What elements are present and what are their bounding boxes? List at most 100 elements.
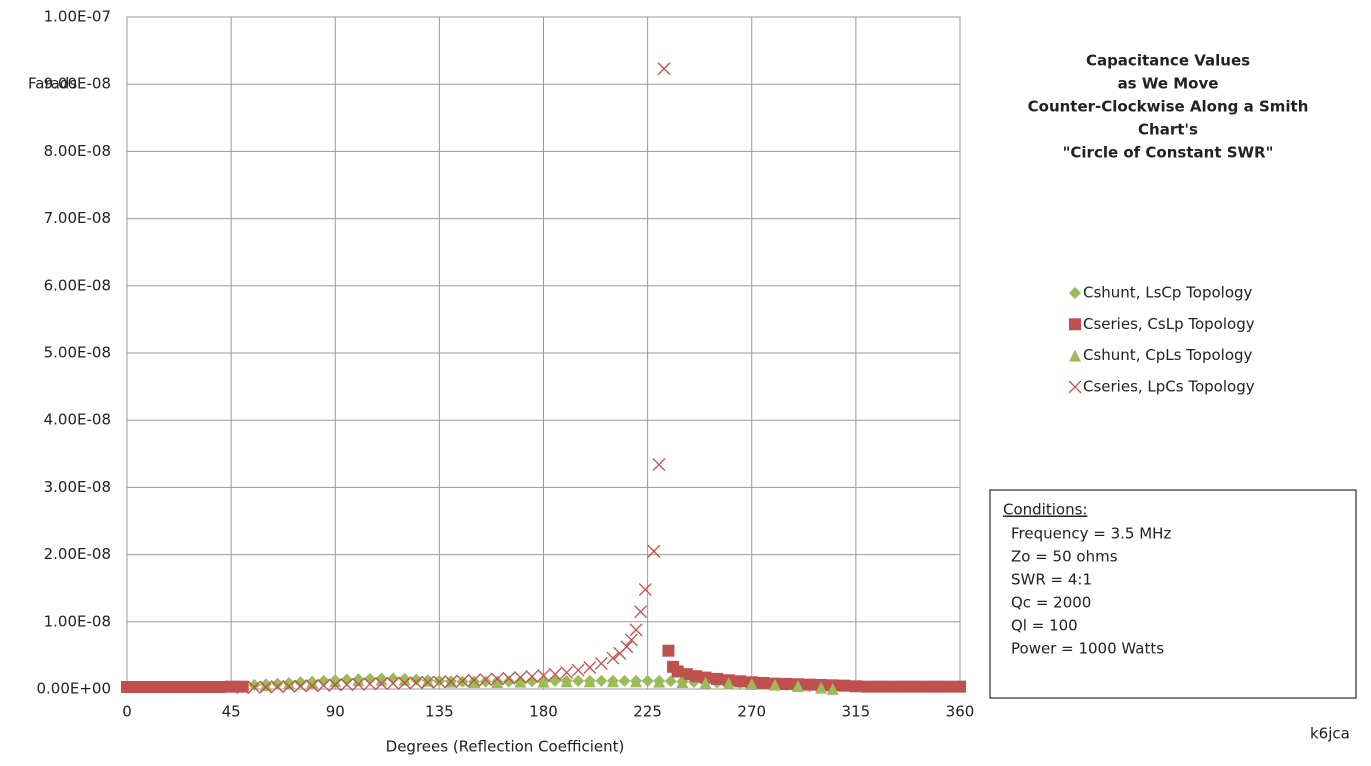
x-marker [386, 676, 400, 690]
x-marker [282, 679, 296, 693]
square-marker [671, 665, 684, 678]
square-marker [954, 680, 966, 693]
x-marker [594, 657, 608, 670]
x-marker [363, 677, 377, 691]
triangle-marker [792, 679, 805, 692]
triangle-marker [815, 681, 828, 694]
x-marker [236, 681, 250, 695]
square-marker [849, 680, 862, 693]
square-marker [780, 677, 793, 690]
x-tick-label: 225 [633, 703, 662, 721]
y-tick-label: 6.00E-08 [44, 276, 111, 294]
square-marker [662, 644, 675, 657]
y-tick-label: 3.00E-08 [44, 478, 111, 496]
square-marker [873, 680, 886, 693]
square-marker [861, 680, 874, 693]
y-tick-label: 4.00E-08 [44, 411, 111, 429]
triangle-marker [421, 674, 434, 687]
diamond-marker [340, 673, 353, 686]
x-marker [624, 633, 638, 647]
triangle-marker [583, 675, 596, 688]
square-marker [907, 680, 920, 693]
x-marker [421, 675, 435, 689]
y-tick-label: 0.00E+00 [36, 680, 111, 698]
diamond-marker [410, 673, 423, 686]
triangle-marker [560, 675, 573, 688]
chart-title: Capacitance Values [1086, 52, 1250, 70]
square-marker [711, 672, 724, 685]
x-marker [247, 680, 261, 694]
legend-label: Cseries, CsLp Topology [1083, 315, 1255, 333]
x-marker [432, 675, 446, 689]
triangle-marker [306, 676, 319, 689]
x-marker [638, 583, 652, 597]
diamond-marker [664, 675, 677, 688]
condition-line: Frequency = 3.5 MHz [1011, 525, 1171, 543]
condition-line: Qc = 2000 [1011, 594, 1091, 612]
diamond-marker [1069, 287, 1081, 299]
square-marker [225, 680, 238, 693]
square-marker [896, 680, 909, 693]
square-marker [236, 680, 249, 693]
square-marker [144, 680, 157, 693]
diamond-marker [433, 674, 446, 687]
diamond-marker [525, 675, 538, 688]
chart-title: as We Move [1118, 75, 1219, 93]
diamond-marker [363, 672, 376, 685]
x-marker [657, 62, 671, 76]
diamond-marker [387, 672, 400, 685]
square-marker [167, 680, 180, 693]
legend-label: Cshunt, LsCp Topology [1083, 284, 1253, 302]
x-marker [513, 671, 527, 685]
diamond-marker [271, 677, 284, 690]
diamond-marker [317, 674, 330, 687]
credit: k6jca [1310, 725, 1350, 743]
x-marker [1068, 380, 1082, 394]
y-tick-label: 5.00E-08 [44, 344, 111, 362]
triangle-marker [826, 682, 839, 695]
y-tick-label: 7.00E-08 [44, 209, 111, 227]
x-axis-label: Degrees (Reflection Coefficient) [386, 738, 625, 756]
x-marker [305, 679, 319, 693]
x-marker [629, 623, 643, 637]
x-marker [479, 673, 493, 687]
square-marker [884, 680, 897, 693]
x-marker [317, 678, 331, 692]
x-tick-label: 360 [946, 703, 975, 721]
x-marker [259, 680, 273, 694]
triangle-marker [329, 675, 342, 688]
triangle-marker [699, 676, 712, 689]
y-tick-label: 1.00E-07 [44, 8, 111, 26]
triangle-marker [375, 673, 388, 686]
x-tick-label: 90 [326, 703, 345, 721]
square-marker [121, 680, 133, 693]
x-marker [606, 651, 620, 665]
y-axis-label: Farads [28, 75, 77, 93]
x-marker [560, 666, 574, 679]
x-marker [340, 678, 354, 692]
x-marker [467, 673, 481, 687]
x-marker [409, 676, 423, 690]
triangle-marker [398, 673, 411, 686]
x-marker [652, 458, 666, 472]
square-marker [803, 678, 816, 691]
condition-line: Power = 1000 Watts [1011, 640, 1164, 658]
square-marker [190, 680, 203, 693]
square-marker [690, 670, 703, 683]
x-marker [294, 679, 308, 693]
triangle-marker [282, 677, 295, 690]
x-marker [456, 674, 469, 688]
square-marker [734, 675, 747, 688]
x-tick-label: 315 [842, 703, 871, 721]
x-marker [270, 680, 284, 694]
x-marker [490, 672, 504, 686]
square-marker [213, 680, 226, 693]
x-marker [548, 667, 562, 681]
square-marker [132, 680, 145, 693]
diamond-marker [502, 675, 515, 688]
x-tick-label: 45 [222, 703, 241, 721]
chart-title: "Circle of Constant SWR" [1063, 144, 1274, 162]
x-tick-label: 180 [529, 703, 558, 721]
